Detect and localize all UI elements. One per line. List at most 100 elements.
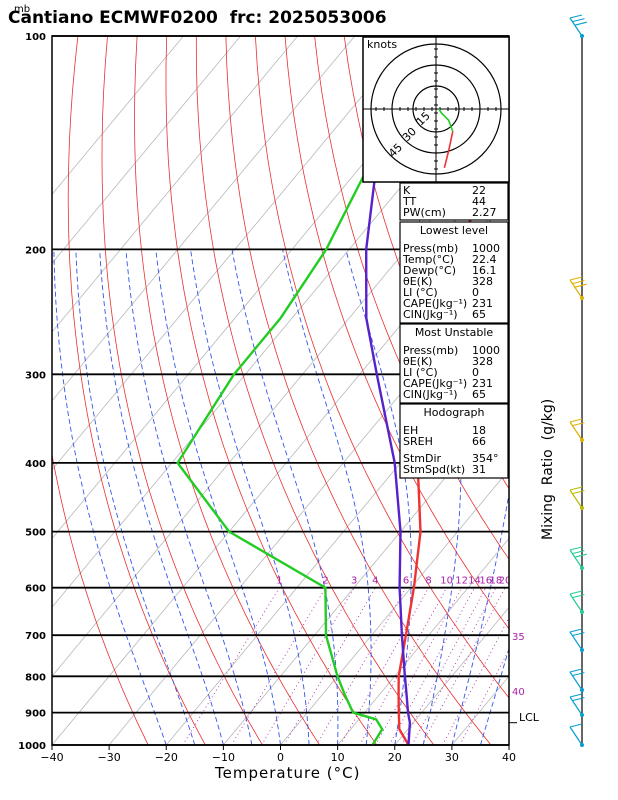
barb-flag [574, 21, 587, 26]
barb-flag [572, 280, 585, 285]
dry-adiabat [101, 36, 263, 745]
temperature-tick-label: 10 [331, 751, 345, 764]
barb-flag [574, 283, 587, 288]
index-value: 18 [472, 424, 486, 437]
moist-adiabat [99, 249, 224, 745]
parcel-profile [364, 36, 412, 745]
index-value: 231 [472, 377, 493, 390]
wind-barbs [569, 14, 587, 747]
lcl-label: LCL [519, 711, 539, 724]
dewpoint-profile [176, 36, 436, 745]
mixing-ratio-line [283, 587, 376, 745]
index-label: LI (°C) [403, 286, 438, 299]
pressure-unit-label: mb [14, 4, 31, 15]
moist-adiabat [125, 249, 253, 745]
index-label: θE(K) [403, 275, 433, 288]
temperature-tick-label: 20 [388, 751, 402, 764]
mixing-ratio-label: 10 [440, 576, 453, 587]
pressure-tick-label: 300 [25, 370, 46, 381]
mixing-ratio-label: 16 [479, 576, 492, 587]
barb-flag [569, 486, 583, 491]
dry-adiabat [491, 36, 509, 94]
index-value: 44 [472, 195, 486, 208]
index-value: 0 [472, 366, 479, 379]
isotherm [52, 36, 413, 471]
mixing-ratio-line [442, 616, 509, 745]
isotherm [337, 537, 509, 745]
hodograph-unit-label: knots [367, 38, 398, 51]
barb-flag [569, 418, 583, 423]
hodograph-trace-high [443, 131, 454, 168]
x-axis-label: Temperature (°C) [215, 764, 361, 782]
mixing-ratio-label: 8 [425, 576, 431, 587]
mixing-ratio-line [459, 648, 509, 745]
temperature-tick-label: 30 [445, 751, 459, 764]
mixing-ratio-line [340, 587, 429, 745]
isotherm [52, 36, 356, 402]
index-label: θE(K) [403, 355, 433, 368]
barb-flag [569, 668, 583, 673]
mixing-ratio-line [261, 587, 355, 745]
index-label: LI (°C) [403, 366, 438, 379]
moist-adiabat [345, 249, 412, 745]
wind-barb [569, 726, 583, 746]
pressure-tick-label: 400 [25, 459, 46, 470]
isotherm [52, 36, 241, 264]
barb-flag [569, 628, 583, 633]
index-value: 65 [472, 388, 486, 401]
mixing-ratio-line [231, 587, 326, 745]
index-label: Press(mb) [403, 242, 459, 255]
index-value: 0 [472, 286, 479, 299]
wind-barb [569, 631, 583, 651]
barb-flag [572, 672, 585, 677]
isotherm [52, 36, 184, 196]
barb-flag [569, 723, 583, 728]
pressure-tick-label: 800 [25, 672, 46, 683]
dry-adiabat [52, 452, 149, 745]
isotherm [52, 193, 509, 745]
dry-adiabat [611, 36, 618, 745]
index-value: 66 [472, 435, 486, 448]
mixing-ratio-label: 4 [372, 576, 378, 587]
temperature-tick-label: −30 [97, 751, 120, 764]
moist-adiabat [231, 249, 339, 745]
index-value: 354° [472, 452, 499, 465]
temperature-tick-label: −20 [155, 751, 178, 764]
wind-barb [569, 421, 583, 441]
mixing-ratio-label: 6 [403, 576, 409, 587]
wind-barb [569, 549, 583, 569]
mixing-ratio-line [182, 587, 280, 745]
index-label: CIN(Jkg⁻¹) [403, 308, 458, 321]
wind-barb [569, 671, 583, 691]
mixing-ratio-label: 3 [351, 576, 357, 587]
dry-adiabat [67, 36, 206, 745]
barb-flag [572, 18, 585, 23]
barb-flag [572, 697, 585, 702]
most-unstable-box [399, 323, 509, 404]
mixing-ratio-label: 1 [276, 576, 282, 587]
isotherm [52, 36, 299, 333]
index-value: 328 [472, 355, 493, 368]
adiabat-side-label: 35 [512, 632, 525, 643]
mixing-ratio-line [411, 587, 497, 745]
mixing-ratio-label: 25 [518, 576, 531, 587]
barb-flag [572, 632, 585, 637]
temperature-tick-label: 0 [277, 751, 284, 764]
isotherm [394, 606, 509, 745]
barb-flag [572, 550, 585, 555]
wind-barb [569, 279, 583, 299]
index-value: 31 [472, 463, 486, 476]
pressure-tick-label: 600 [25, 584, 46, 595]
index-value: 65 [472, 308, 486, 321]
barb-flag [572, 490, 585, 495]
barb-flag [572, 594, 585, 599]
pressure-tick-label: 200 [25, 245, 46, 256]
dry-adiabat [134, 36, 320, 745]
barb-flag [569, 14, 583, 19]
isotherm [223, 400, 509, 745]
index-label: StmDir [403, 452, 442, 465]
dry-adiabat [551, 36, 618, 745]
index-label: TT [403, 195, 417, 208]
